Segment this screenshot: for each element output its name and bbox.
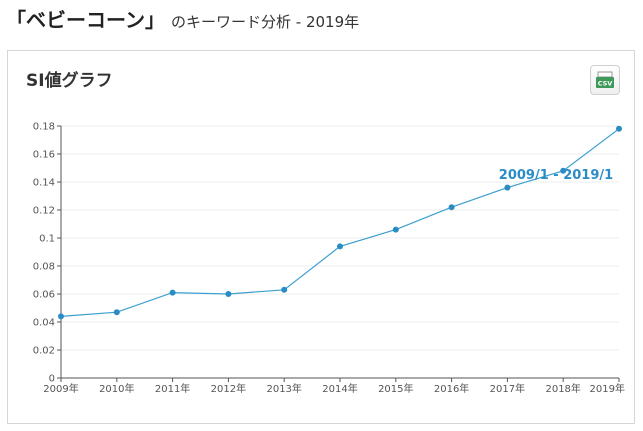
x-tick-label: 2009年 [43, 382, 78, 395]
series [58, 125, 622, 320]
y-tick-label: 0.02 [33, 346, 55, 357]
data-point [560, 167, 567, 174]
y-tick-label: 0.1 [39, 234, 55, 245]
y-tick-label: 0.16 [33, 150, 55, 161]
page-header: 「ベビーコーン」 のキーワード分析 - 2019年 [6, 4, 359, 34]
x-tick-label: 2015年 [378, 382, 413, 395]
y-tick-label: 0.06 [33, 290, 55, 301]
y-tick-label: 0 [49, 374, 55, 385]
data-point [616, 125, 622, 132]
csv-download-icon: CSV [596, 71, 614, 88]
x-tick-label: 2013年 [266, 382, 301, 395]
x-tick-label: 2019年 [590, 382, 625, 395]
card-title: SI値グラフ [26, 71, 113, 91]
gridlines [61, 125, 619, 351]
y-tick-label: 0.12 [33, 206, 55, 217]
data-point [225, 291, 232, 297]
data-point [504, 184, 511, 191]
data-point [337, 243, 343, 250]
y-tick-label: 0.08 [33, 262, 55, 273]
x-tick-label: 2017年 [490, 382, 525, 395]
x-tick-label: 2018年 [545, 382, 580, 395]
csv-icon-text: CSV [598, 80, 613, 88]
data-point [58, 313, 64, 320]
y-tick-label: 0.14 [33, 178, 55, 189]
x-tick-label: 2010年 [99, 382, 134, 395]
page-title: 「ベビーコーン」 [6, 8, 165, 32]
data-point [169, 289, 176, 296]
x-tick-label: 2012年 [211, 382, 246, 395]
y-tick-label: 0.18 [33, 122, 55, 133]
y-tick-label: 0.04 [33, 318, 55, 329]
x-tick-label: 2011年 [155, 382, 190, 395]
series-line [60, 128, 620, 317]
x-tick-label: 2016年 [434, 382, 469, 395]
csv-download-button[interactable]: CSV [590, 65, 620, 95]
data-point [281, 286, 288, 293]
data-point [113, 309, 120, 316]
data-point [392, 226, 399, 233]
si-chart-card: SI値グラフ CSV [7, 50, 635, 424]
date-range-label: 2009/1 - 2019/1 [499, 168, 613, 183]
x-tick-label: 2014年 [322, 382, 357, 395]
axes [57, 125, 620, 382]
tick-labels: 0 0.02 0.04 0.06 0.08 0.1 0.12 0.14 0.16 0.18 2009… [33, 122, 625, 396]
data-point [448, 204, 455, 211]
page-subtitle: のキーワード分析 - 2019年 [171, 13, 360, 31]
